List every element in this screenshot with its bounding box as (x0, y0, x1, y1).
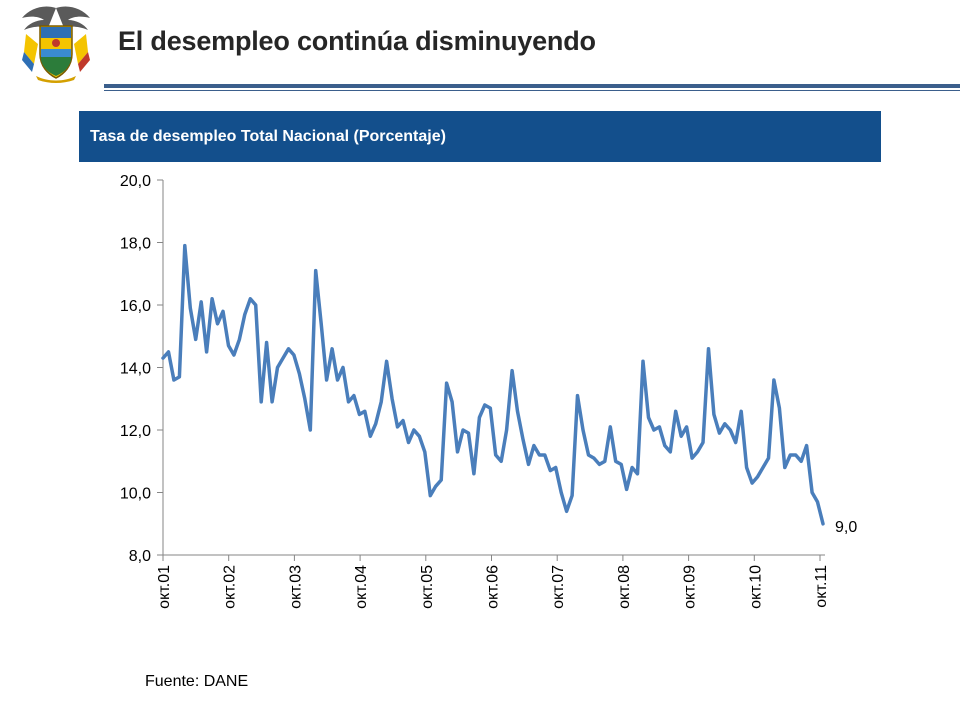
header-divider (104, 84, 960, 88)
x-tick-label: окт.02 (222, 565, 239, 609)
y-tick-label: 10,0 (120, 486, 151, 503)
y-tick-label: 18,0 (120, 236, 151, 253)
x-tick-label: окт.06 (485, 565, 502, 609)
header-divider-thin (104, 90, 960, 91)
y-tick-label: 16,0 (120, 298, 151, 315)
chart-banner-title: Tasa de desempleo Total Nacional (Porcen… (90, 128, 446, 145)
x-tick-label: окт.05 (419, 565, 436, 609)
page-title: El desempleo continúa disminuyendo (118, 26, 596, 56)
x-tick-label: окт.10 (747, 565, 764, 609)
coat-of-arms-icon (22, 6, 90, 83)
y-tick-label: 20,0 (120, 173, 151, 190)
series-line (161, 243, 825, 526)
y-tick-label: 14,0 (120, 361, 151, 378)
x-tick-label: окт.07 (550, 565, 567, 609)
chart-banner: Tasa de desempleo Total Nacional (Porcen… (79, 111, 881, 162)
x-axis-ticks: окт.01 окт.02 окт.03 окт.04 окт.05 окт.06 окт.… (156, 555, 830, 609)
x-tick-label: окт.09 (682, 565, 699, 609)
y-axis-ticks: 20,0 18,0 16,0 14,0 12,0 10,0 8,0 (120, 173, 163, 565)
x-tick-label: окт.03 (287, 565, 304, 609)
x-tick-label: окт.01 (156, 565, 173, 609)
end-value-label: 9,0 (835, 519, 857, 536)
x-tick-label: окт.08 (616, 565, 633, 609)
source-note: Fuente: DANE (145, 673, 249, 690)
x-tick-label: окт.04 (353, 565, 370, 609)
y-tick-label: 8,0 (129, 548, 151, 565)
y-tick-label: 12,0 (120, 423, 151, 440)
chart-axes (162, 180, 825, 556)
x-tick-label: окт.11 (813, 565, 830, 608)
header: El desempleo continúa disminuyendo (0, 0, 960, 92)
